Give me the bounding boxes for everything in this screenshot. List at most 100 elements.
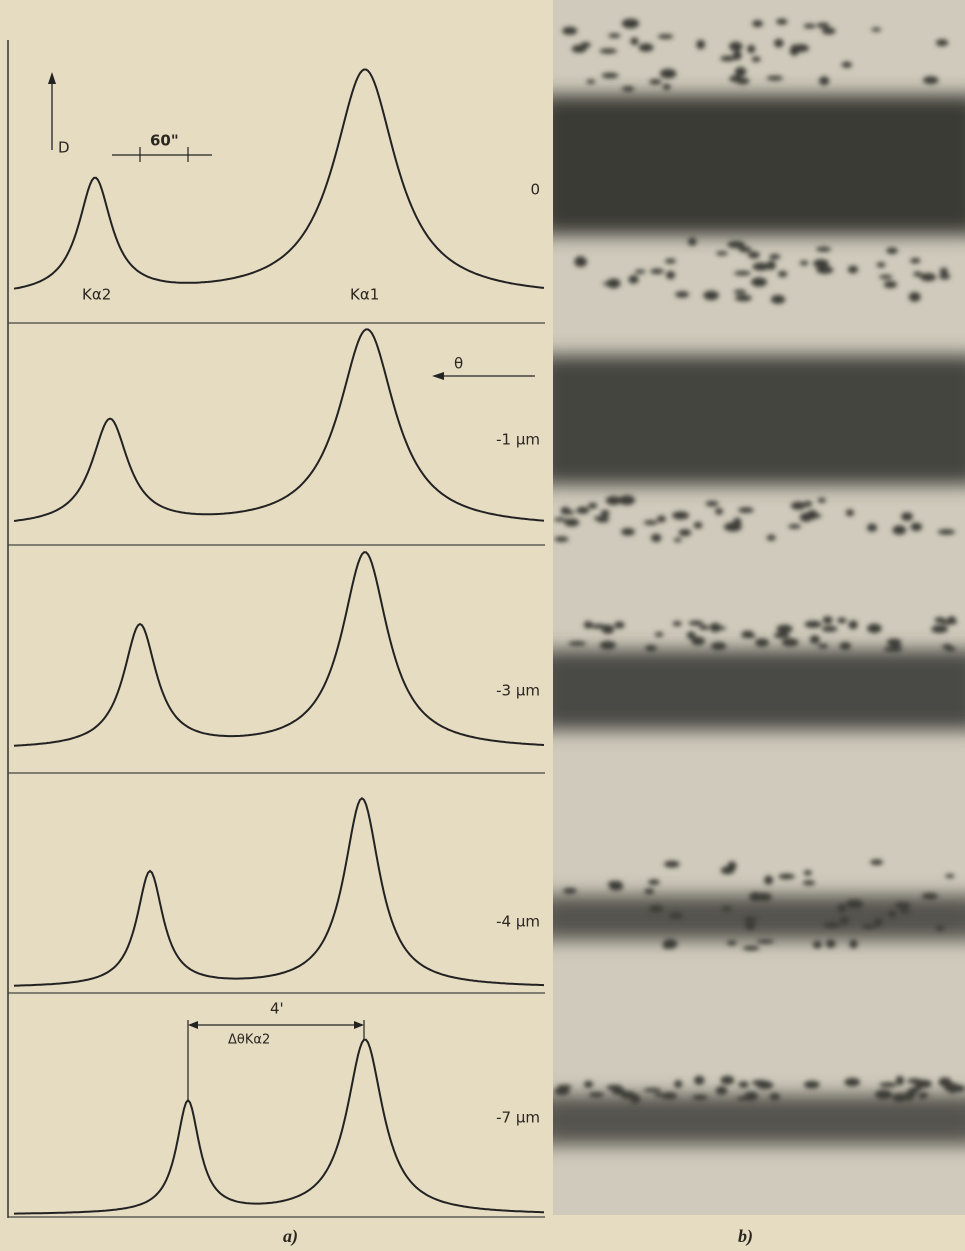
speckle	[818, 644, 828, 649]
speckle	[729, 42, 742, 51]
figure: D 60" Kα2 Kα1 θ 4' ΔθKα2 0 -1 μm -3 μm -…	[0, 0, 965, 1251]
speckle	[804, 621, 821, 628]
speckle	[875, 1090, 892, 1100]
speckle	[841, 62, 852, 68]
separation-name: ΔθKα2	[228, 1033, 270, 1048]
speckle	[938, 529, 955, 534]
angle-label: θ	[454, 355, 463, 373]
speckle	[945, 874, 954, 878]
speckle	[888, 910, 896, 918]
speckle	[922, 893, 938, 900]
speckle	[840, 916, 849, 925]
speckle	[940, 268, 948, 274]
speckle	[747, 45, 755, 54]
speckle	[703, 291, 719, 301]
speckle	[649, 79, 662, 84]
speckle	[899, 909, 910, 914]
speckle	[608, 33, 621, 38]
speckle	[941, 620, 957, 624]
speckle	[804, 870, 812, 875]
speckle	[819, 76, 829, 85]
speckle	[867, 624, 882, 634]
speckle	[694, 522, 703, 529]
speckle	[696, 40, 705, 50]
row-label: -3 μm	[496, 682, 540, 700]
speckle	[813, 941, 822, 949]
speckle	[733, 518, 741, 527]
speckle	[562, 27, 577, 35]
speckle	[660, 69, 677, 79]
speckle	[614, 622, 625, 629]
speckle	[580, 42, 590, 48]
speckle	[823, 616, 833, 624]
speckle	[749, 892, 762, 902]
speckle	[575, 256, 586, 266]
speckle	[890, 645, 902, 652]
speckle	[909, 292, 921, 302]
speckle	[669, 912, 682, 919]
speckle	[879, 275, 892, 279]
speckle	[735, 67, 746, 77]
row-label: -4 μm	[496, 913, 540, 931]
speckle	[837, 904, 846, 913]
speckle	[694, 1076, 705, 1085]
speckle	[844, 1078, 860, 1087]
speckle	[712, 626, 726, 630]
speckle	[721, 1076, 735, 1085]
speckle	[920, 273, 936, 281]
speckle	[914, 1080, 931, 1089]
speckle	[816, 247, 831, 252]
speckle	[790, 46, 799, 56]
speckle	[649, 905, 664, 912]
speckle	[769, 1093, 780, 1101]
speckle	[674, 1080, 682, 1088]
peak-label: Kα2	[82, 286, 111, 304]
speckle	[664, 861, 680, 868]
axis-label: D	[58, 139, 70, 157]
speckle	[767, 76, 783, 81]
speckle	[923, 76, 938, 84]
speckle	[861, 924, 876, 929]
speckle	[822, 626, 838, 632]
speckle	[919, 1092, 928, 1097]
speckle	[879, 1082, 896, 1087]
speckle	[939, 274, 950, 280]
speckle	[804, 24, 816, 29]
speckle	[910, 258, 920, 263]
speckle	[724, 526, 740, 531]
speckle	[687, 632, 696, 640]
speckle	[734, 271, 751, 276]
speckle	[607, 279, 621, 289]
speckle	[848, 620, 857, 629]
speckle	[600, 641, 616, 650]
speckle	[837, 617, 846, 623]
speckle	[588, 503, 597, 509]
speckle	[576, 507, 589, 514]
separation-label: 4'	[270, 1000, 284, 1018]
speckle	[601, 510, 610, 516]
row-label: -7 μm	[496, 1109, 540, 1127]
speckle	[810, 635, 820, 644]
speckle	[634, 270, 645, 274]
speckle	[738, 1081, 748, 1088]
speckle	[892, 1093, 908, 1102]
speckle	[602, 625, 614, 634]
speckle	[948, 1085, 956, 1094]
speckle	[734, 290, 746, 295]
speckle	[672, 511, 689, 519]
speckle	[870, 859, 883, 865]
speckle	[564, 518, 579, 526]
speckle	[689, 621, 704, 626]
speckle	[896, 1076, 904, 1086]
speckle	[692, 1095, 707, 1101]
speckle	[621, 528, 635, 536]
speckle	[568, 641, 586, 646]
panel-label: b)	[738, 1226, 753, 1247]
speckle	[666, 271, 675, 279]
speckle	[661, 1092, 677, 1099]
speckle	[871, 28, 881, 32]
speckle	[745, 920, 756, 930]
speckle	[946, 647, 957, 651]
speckle	[586, 79, 595, 83]
speckle	[658, 34, 673, 39]
